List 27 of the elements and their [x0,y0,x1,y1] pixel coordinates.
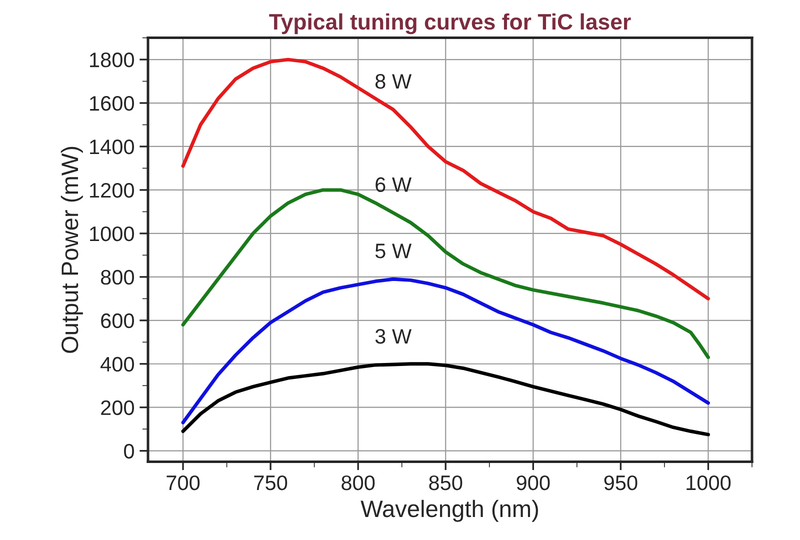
y-tick-label: 0 [124,444,134,459]
y-tick-label: 600 [101,313,134,328]
y-tick-label: 800 [100,270,134,285]
chart-title: Typical tuning curves for TiC laser [269,13,631,34]
x-tick-label: 900 [516,475,550,490]
x-tick-label: 1000 [686,475,731,490]
y-tick-label: 1600 [90,96,134,111]
x-tick-label: 950 [604,475,638,490]
x-tick-label: 750 [254,475,288,490]
y-tick-label: 400 [100,356,134,372]
y-tick-label: 1400 [90,139,134,154]
y-tick-label: 1000 [90,226,134,242]
series-label: 5 W [375,244,412,258]
series-label: 3 W [375,328,412,344]
series-label: 8 W [375,74,412,89]
line-series [181,362,710,436]
x-axis-title: Wavelength (nm) [360,500,538,522]
line-series [181,58,710,300]
x-tick-label: 850 [429,475,462,490]
y-axis-title: Output Power (mW) [60,146,83,353]
x-tick-label: 800 [342,475,375,490]
line-series [181,277,710,424]
y-tick-label: 200 [101,400,134,416]
series-label: 6 W [376,177,412,192]
x-tick-label: 700 [166,475,200,490]
y-tick-label: 1200 [90,182,134,198]
y-tick-label: 1800 [90,52,134,68]
